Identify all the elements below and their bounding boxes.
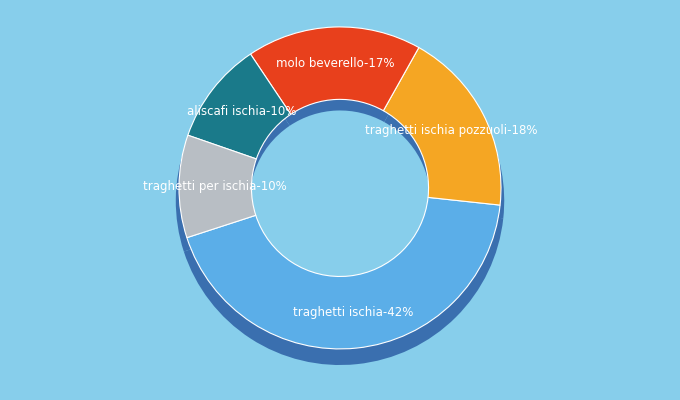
Text: molo beverello-17%: molo beverello-17% — [276, 57, 394, 70]
Wedge shape — [179, 135, 256, 238]
Wedge shape — [187, 197, 500, 349]
Text: aliscafi ischia-10%: aliscafi ischia-10% — [186, 105, 296, 118]
Wedge shape — [184, 210, 503, 365]
Wedge shape — [249, 36, 420, 126]
Text: traghetti per ischia-10%: traghetti per ischia-10% — [143, 180, 287, 193]
Text: traghetti ischia-42%: traghetti ischia-42% — [292, 306, 413, 318]
Wedge shape — [384, 58, 504, 218]
Wedge shape — [185, 64, 290, 171]
Wedge shape — [250, 27, 419, 114]
Wedge shape — [384, 48, 501, 205]
Wedge shape — [176, 147, 254, 252]
Text: traghetti ischia pozzuoli-18%: traghetti ischia pozzuoli-18% — [364, 124, 537, 137]
Wedge shape — [188, 54, 291, 159]
